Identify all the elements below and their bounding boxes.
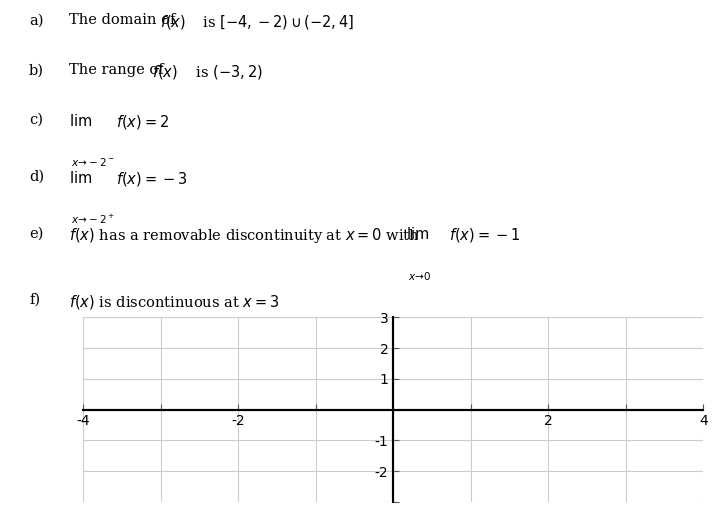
Text: d): d) <box>29 170 44 184</box>
Text: a): a) <box>29 13 44 27</box>
Text: is $(-3, 2)$: is $(-3, 2)$ <box>191 63 262 81</box>
Text: $\lim$: $\lim$ <box>69 170 92 186</box>
Text: f): f) <box>29 293 40 307</box>
Text: $f(x)$ is discontinuous at $x = 3$: $f(x)$ is discontinuous at $x = 3$ <box>69 293 279 311</box>
Text: c): c) <box>29 113 43 127</box>
Text: is $[-4, -2) \cup (-2, 4]$: is $[-4, -2) \cup (-2, 4]$ <box>198 13 354 31</box>
Text: $f(x) = 2$: $f(x) = 2$ <box>116 113 169 131</box>
Text: The domain of: The domain of <box>69 13 180 27</box>
Text: e): e) <box>29 226 44 240</box>
Text: $x\!\to\!0$: $x\!\to\!0$ <box>408 269 432 282</box>
Text: $f(x)$ has a removable discontinuity at $x = 0$ with: $f(x)$ has a removable discontinuity at … <box>69 226 420 245</box>
Text: $f(x) = -3$: $f(x) = -3$ <box>116 170 187 188</box>
Text: $f(x)$: $f(x)$ <box>152 63 178 81</box>
Text: $\lim$: $\lim$ <box>69 113 92 129</box>
Text: The range of: The range of <box>69 63 168 77</box>
Text: $x\!\to\!-2^+$: $x\!\to\!-2^+$ <box>71 213 115 226</box>
Text: $f(x) = -1$: $f(x) = -1$ <box>449 226 520 244</box>
Text: $\lim$: $\lim$ <box>406 226 429 242</box>
Text: $x\!\to\!-2^-$: $x\!\to\!-2^-$ <box>71 157 115 168</box>
Text: b): b) <box>29 63 44 77</box>
Text: $f(x)$: $f(x)$ <box>160 13 186 31</box>
